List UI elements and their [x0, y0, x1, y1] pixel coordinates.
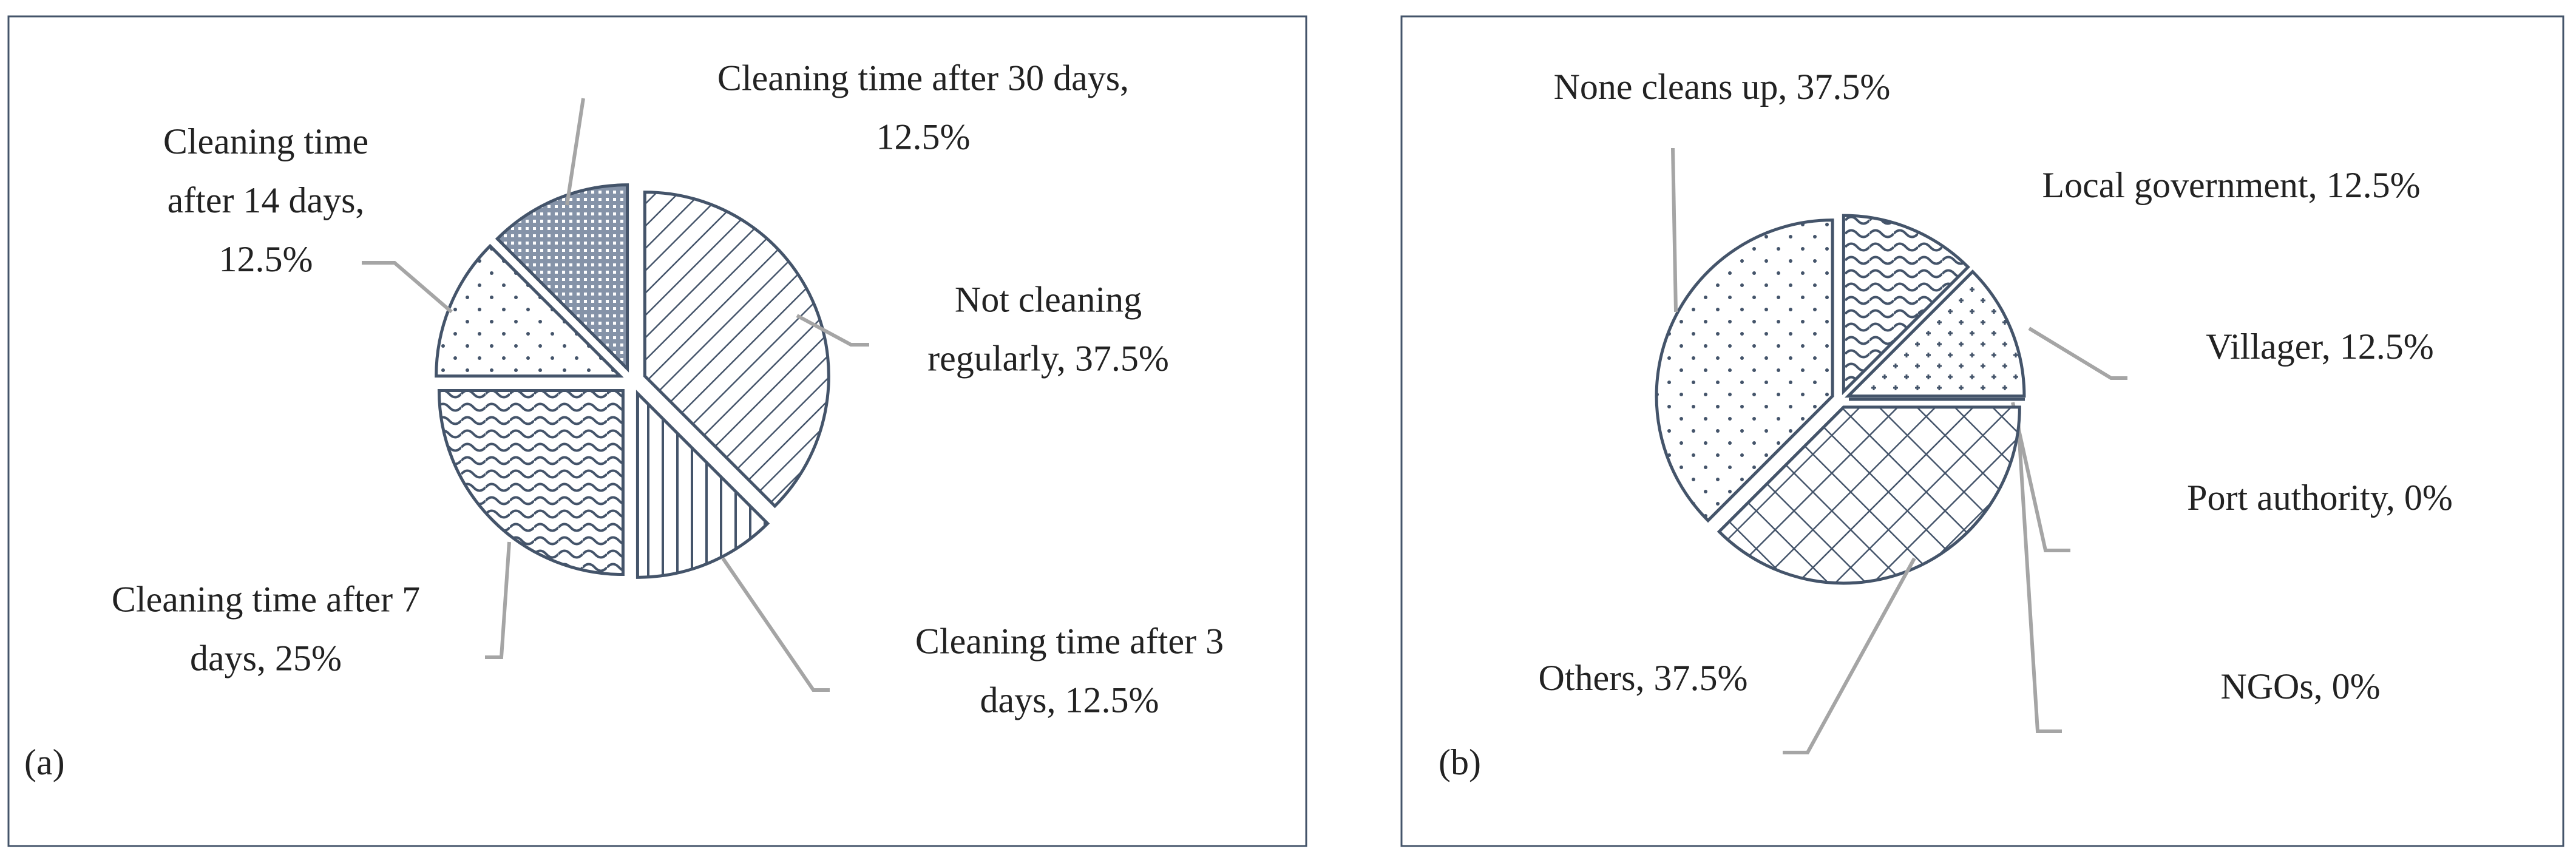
panel-label: (b) — [1439, 742, 1481, 782]
data-label: Cleaning time — [163, 121, 368, 161]
leader-line — [565, 98, 585, 206]
pie-slice — [495, 183, 629, 373]
data-label: after 14 days, — [168, 180, 365, 220]
pie-slice — [1655, 218, 1834, 523]
data-label: Cleaning time after 30 days, — [717, 58, 1129, 98]
leader-line — [2011, 402, 2070, 552]
leader-line — [1783, 557, 1916, 754]
data-label: days, 12.5% — [980, 680, 1159, 720]
panel-label: (a) — [24, 742, 65, 782]
leader-line — [796, 314, 869, 347]
pie-slice — [1842, 214, 1970, 396]
data-label: regularly, 37.5% — [927, 338, 1169, 378]
leader-line — [2016, 410, 2062, 733]
pie-slice — [643, 191, 830, 509]
data-label: Cleaning time after 3 — [915, 621, 1224, 661]
leader-line — [362, 261, 453, 314]
data-label: NGOs, 0% — [2220, 666, 2380, 706]
data-label: None cleans up, 37.5% — [1554, 67, 1891, 107]
pie-slice — [636, 390, 770, 579]
data-label: Cleaning time after 7 — [112, 579, 420, 619]
data-label: Not cleaning — [955, 279, 1142, 319]
leader-line — [1671, 147, 1678, 313]
data-label: days, 25% — [190, 638, 342, 678]
data-label: 12.5% — [876, 117, 971, 157]
pie-slice — [1844, 269, 2026, 398]
data-label: 12.5% — [219, 239, 313, 279]
data-label: Villager, 12.5% — [2206, 327, 2434, 367]
pie-slice — [437, 389, 625, 577]
leader-line — [2028, 327, 2127, 380]
leader-line — [485, 541, 511, 659]
data-label: Local government, 12.5% — [2042, 165, 2420, 205]
leader-line — [721, 557, 830, 692]
pie-slice — [1717, 405, 2021, 585]
pie-slice — [435, 243, 624, 378]
data-label: Port authority, 0% — [2187, 478, 2453, 518]
data-label: Others, 37.5% — [1539, 658, 1748, 698]
